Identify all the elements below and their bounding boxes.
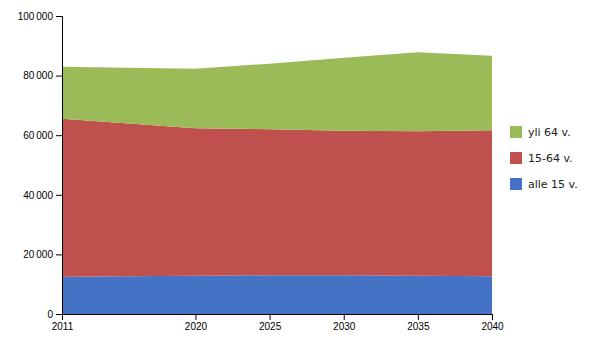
tick-mark — [344, 314, 345, 320]
tick: 20 000 — [23, 249, 62, 260]
legend-swatch — [510, 126, 522, 138]
tick-mark — [56, 135, 62, 136]
tick-mark — [62, 314, 63, 320]
tick-label: 20 000 — [23, 249, 53, 260]
tick: 2011 — [52, 314, 74, 332]
tick-label: 2025 — [259, 321, 282, 332]
tick-mark — [56, 254, 62, 255]
plot: 0 20 000 40 000 60 000 80 000 100 000 2011 2020… — [18, 11, 504, 332]
tick-mark — [195, 314, 196, 320]
tick-mark — [56, 76, 62, 77]
tick: 2040 — [481, 314, 504, 332]
tick: 80 000 — [23, 70, 62, 81]
tick-mark — [56, 314, 62, 315]
legend-swatch — [510, 152, 522, 164]
legend-item: alle 15 v. — [510, 178, 578, 191]
areas — [62, 52, 492, 314]
tick-label: 0 — [47, 309, 53, 320]
tick-label: 2035 — [407, 321, 430, 332]
tick-label: 40 000 — [23, 190, 53, 201]
axis-line — [63, 315, 493, 321]
tick: 40 000 — [23, 190, 62, 201]
legend-item: 15-64 v. — [510, 152, 573, 165]
tick-mark — [418, 314, 419, 320]
area — [62, 275, 492, 314]
tick: 2025 — [259, 314, 282, 332]
area — [62, 119, 492, 277]
tick-label: 100 000 — [18, 11, 54, 22]
legend-swatch — [510, 178, 522, 190]
tick: 2035 — [407, 314, 430, 332]
tick-label: 2020 — [185, 321, 208, 332]
tick-label: 80 000 — [23, 70, 53, 81]
chart: 0 20 000 40 000 60 000 80 000 100 000 2011 2020… — [0, 0, 602, 344]
tick-label: 2030 — [333, 321, 356, 332]
tick-mark — [56, 16, 62, 17]
axis-line — [56, 17, 63, 315]
x-axis: 2011 2020 2025 2030 2035 2040 — [52, 314, 504, 332]
tick: 2020 — [185, 314, 208, 332]
tick-label: 2011 — [52, 321, 74, 332]
legend-label: 15-64 v. — [528, 152, 573, 165]
tick-label: 2040 — [481, 321, 504, 332]
tick-label: 60 000 — [23, 130, 53, 141]
tick: 60 000 — [23, 130, 62, 141]
legend: yli 64 v. 15-64 v. alle 15 v. — [510, 126, 578, 191]
tick-mark — [270, 314, 271, 320]
area — [62, 52, 492, 131]
tick: 2030 — [333, 314, 356, 332]
tick: 100 000 — [18, 11, 62, 22]
legend-label: yli 64 v. — [528, 126, 571, 139]
tick: 0 — [47, 309, 62, 320]
legend-item: yli 64 v. — [510, 126, 571, 139]
y-axis: 0 20 000 40 000 60 000 80 000 100 000 — [18, 11, 63, 320]
tick-mark — [492, 314, 493, 320]
legend-label: alle 15 v. — [528, 178, 578, 191]
tick-mark — [56, 195, 62, 196]
